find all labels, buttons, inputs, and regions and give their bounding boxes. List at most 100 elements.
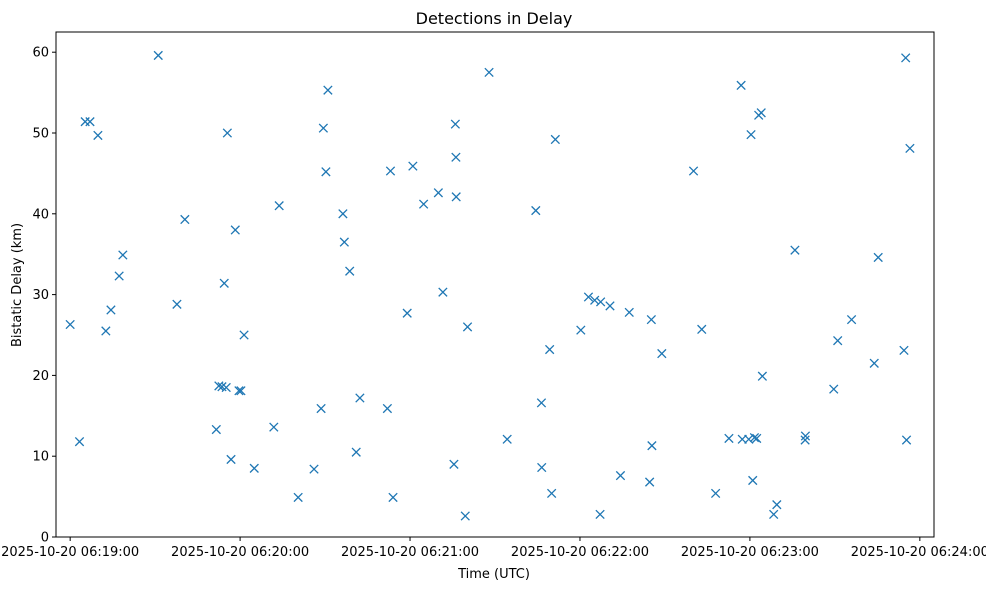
data-point (460, 511, 470, 521)
data-point (323, 85, 333, 95)
data-points (65, 50, 915, 521)
data-point (239, 330, 249, 340)
data-point (451, 152, 461, 162)
data-point (433, 188, 444, 198)
data-point (746, 129, 756, 140)
data-point (438, 287, 448, 297)
data-point (211, 424, 221, 435)
chart-title: Detections in Delay (416, 9, 573, 28)
data-point (222, 128, 233, 138)
y-tick-label: 20 (32, 369, 49, 384)
data-point (744, 434, 754, 444)
data-point (449, 459, 459, 469)
data-point (316, 403, 326, 414)
data-point (230, 225, 240, 235)
data-point (657, 348, 667, 359)
data-point (293, 492, 303, 503)
data-point (101, 326, 111, 336)
data-point (901, 435, 912, 445)
data-point (462, 322, 473, 332)
data-point (757, 371, 768, 381)
data-point (545, 344, 555, 355)
data-point (576, 325, 586, 335)
x-tick-label: 2025-10-20 06:19:00 (1, 545, 139, 560)
data-point (339, 237, 349, 247)
data-point (385, 166, 396, 176)
data-point (531, 205, 541, 216)
data-point (583, 292, 594, 302)
data-point (355, 393, 365, 403)
data-point (214, 381, 224, 391)
data-point (710, 488, 721, 499)
data-point (502, 434, 512, 444)
data-point (905, 143, 915, 154)
data-point (901, 53, 911, 63)
plot-frame (55, 31, 935, 538)
x-tick-label: 2025-10-20 06:21:00 (341, 545, 479, 560)
data-point (550, 134, 560, 145)
data-point (309, 464, 319, 474)
data-point (772, 500, 782, 510)
data-point (249, 463, 259, 473)
x-tick-label: 2025-10-20 06:22:00 (511, 545, 649, 560)
y-tick-label: 0 (41, 531, 49, 546)
data-point (234, 386, 244, 396)
data-point (605, 301, 615, 311)
data-point (846, 314, 857, 325)
data-point (546, 488, 557, 499)
data-point (388, 492, 398, 503)
data-point (688, 166, 699, 176)
y-tick-label: 10 (32, 450, 49, 465)
data-point (646, 314, 657, 325)
data-point (790, 245, 800, 255)
data-point (697, 324, 707, 335)
x-tick-label: 2025-10-20 06:20:00 (171, 545, 309, 560)
data-point (833, 335, 843, 346)
data-point (595, 509, 605, 520)
data-point (484, 67, 494, 78)
y-tick-label: 60 (32, 46, 49, 61)
data-point (219, 278, 229, 288)
data-point (345, 266, 355, 276)
data-point (624, 307, 634, 318)
data-point (382, 403, 393, 414)
data-point (450, 119, 461, 129)
data-point (829, 384, 839, 394)
data-point (590, 295, 600, 305)
data-point (537, 462, 547, 473)
data-point (769, 509, 779, 520)
data-point (226, 454, 236, 465)
y-axis-label: Bistatic Delay (km) (10, 223, 25, 347)
data-point (736, 80, 746, 90)
data-point (118, 250, 128, 260)
data-point (269, 422, 279, 432)
y-axis-ticks: 0 10 20 30 40 50 60 (32, 46, 56, 546)
data-point (74, 436, 85, 447)
data-point (93, 130, 103, 141)
data-point (873, 252, 883, 263)
data-point (153, 50, 163, 61)
x-axis-label: Time (UTC) (457, 567, 530, 582)
data-point (756, 108, 766, 118)
x-tick-label: 2025-10-20 06:24:00 (851, 545, 986, 560)
data-point (752, 433, 762, 444)
data-point (321, 167, 331, 177)
data-point (899, 345, 909, 356)
data-point (85, 117, 95, 127)
data-point (615, 470, 626, 481)
x-axis-ticks: 2025-10-20 06:19:00 2025-10-20 06:20:00 20… (1, 537, 986, 560)
data-point (338, 209, 348, 219)
data-point (869, 358, 879, 368)
y-tick-label: 30 (32, 288, 49, 303)
data-point (274, 201, 284, 211)
data-point (236, 386, 246, 396)
data-point (647, 441, 657, 451)
y-tick-label: 40 (32, 207, 49, 222)
data-point (800, 435, 810, 445)
data-point (749, 432, 760, 443)
data-point (536, 398, 547, 408)
data-point (644, 477, 655, 487)
data-point (65, 319, 75, 330)
